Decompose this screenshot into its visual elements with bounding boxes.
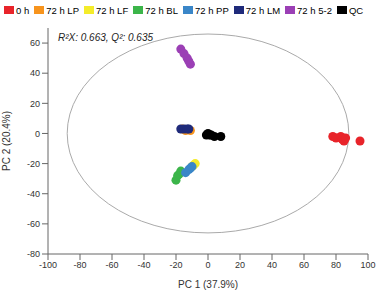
svg-text:60: 60 xyxy=(30,38,40,48)
svg-text:60: 60 xyxy=(299,260,309,270)
svg-text:-40: -40 xyxy=(27,189,40,199)
svg-text:40: 40 xyxy=(30,68,40,78)
html-text:R²X: 0.663, Q²: 0.635: R²X: 0.663, Q²: 0.635 xyxy=(58,32,154,43)
html-text:72 h 5-2: 72 h 5-2 xyxy=(297,4,332,16)
html-text:0 h: 0 h xyxy=(16,4,30,16)
html-text:QC: QC xyxy=(349,4,364,16)
svg-text:PC 2 (20.4%): PC 2 (20.4%) xyxy=(8,111,12,171)
html-text:72 h LP: 72 h LP xyxy=(46,4,79,16)
html-text:72 h LF: 72 h LF xyxy=(96,4,129,16)
svg-text:-20: -20 xyxy=(169,260,182,270)
html-text:72 h PP: 72 h PP xyxy=(194,4,229,16)
svg-text:80: 80 xyxy=(331,260,341,270)
svg-text:-80: -80 xyxy=(73,260,86,270)
svg-text:-80: -80 xyxy=(27,249,40,259)
svg-text:0: 0 xyxy=(35,129,40,139)
svg-text:40: 40 xyxy=(267,260,277,270)
svg-text:20: 20 xyxy=(235,260,245,270)
svg-text:-60: -60 xyxy=(105,260,118,270)
svg-text:0: 0 xyxy=(205,260,210,270)
svg-text:-20: -20 xyxy=(27,159,40,169)
svg-text:PC 1 (37.9%): PC 1 (37.9%) xyxy=(178,279,238,290)
svg-text:-60: -60 xyxy=(27,219,40,229)
svg-text:-40: -40 xyxy=(137,260,150,270)
html-text:72 h LM: 72 h LM xyxy=(245,4,281,16)
svg-text:-100: -100 xyxy=(39,260,57,270)
html-text:72 h BL: 72 h BL xyxy=(145,4,178,16)
svg-text:100: 100 xyxy=(360,260,372,270)
svg-text:20: 20 xyxy=(30,99,40,109)
